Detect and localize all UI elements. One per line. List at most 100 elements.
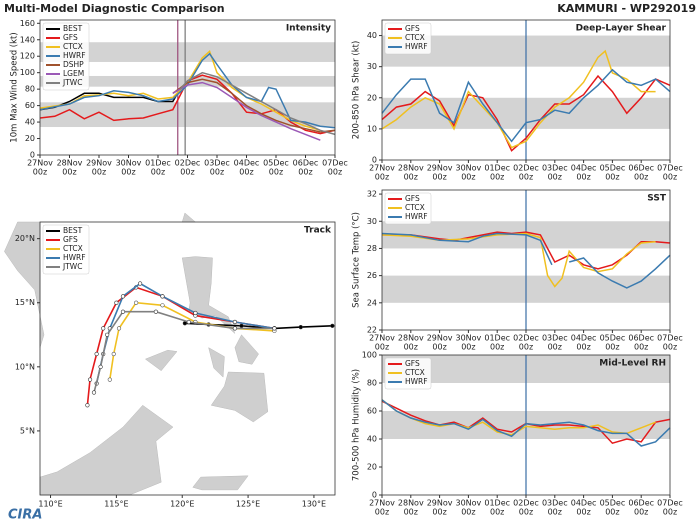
- panel-title: Deep-Layer Shear: [576, 24, 667, 34]
- track-point: [160, 294, 165, 299]
- x-tick-label: 00z: [328, 168, 342, 177]
- y-tick-label: 160: [20, 19, 35, 28]
- x-tick-label: 29Nov: [427, 164, 453, 173]
- legend-label: JTWC: [62, 78, 82, 87]
- series-line: [93, 310, 275, 393]
- y-tick-label: 20: [25, 134, 35, 143]
- series-line: [381, 68, 671, 143]
- y-tick-label: 28: [367, 244, 377, 253]
- track-point: [186, 319, 191, 325]
- x-tick-label: 30Nov: [456, 499, 482, 508]
- y-tick-label: 80: [367, 379, 377, 388]
- landmass: [181, 212, 197, 223]
- storm-name: KAMMURI - WP292019: [557, 2, 696, 15]
- x-tick-label: 00z: [490, 173, 504, 182]
- legend-label: BEST: [63, 226, 83, 235]
- y-tick-label: 10: [367, 124, 377, 133]
- legend-label: HWRF: [405, 42, 428, 51]
- legend-label: CTCX: [63, 42, 83, 51]
- x-tick-label: 00z: [375, 343, 389, 352]
- land: [4, 212, 269, 496]
- legend-label: DSHP: [63, 60, 84, 69]
- legend-label: GFS: [63, 33, 78, 42]
- y-tick-label: 80: [25, 85, 35, 94]
- track-point: [160, 303, 165, 308]
- x-tick-label: 00z: [605, 508, 619, 517]
- x-tick-label: 04Dec: [571, 164, 597, 173]
- track-point: [272, 326, 277, 331]
- y-tick-label: 20°N: [15, 234, 35, 243]
- legend-label: HWRF: [405, 212, 428, 221]
- x-tick-label: 04Dec: [571, 499, 597, 508]
- legend-label: GFS: [63, 235, 78, 244]
- x-tick-label: 29Nov: [427, 499, 453, 508]
- y-tick-label: 5°N: [20, 426, 35, 435]
- series-line: [172, 78, 336, 133]
- landmass: [208, 347, 225, 378]
- track-point: [298, 324, 303, 330]
- x-tick-label: 00z: [180, 168, 194, 177]
- x-tick-label: 00z: [663, 173, 677, 182]
- y-tick-label: 0: [372, 156, 377, 165]
- x-tick-label: 29Nov: [427, 334, 453, 343]
- x-tick-label: 00z: [210, 168, 224, 177]
- landmass: [4, 221, 45, 348]
- series-line: [381, 49, 656, 149]
- track-point: [94, 351, 99, 357]
- panel-title: Mid-Level RH: [599, 359, 666, 369]
- x-tick-label: 03Dec: [542, 164, 568, 173]
- x-tick-label: 00z: [432, 173, 446, 182]
- track-point: [153, 309, 158, 314]
- x-tick-label: 00z: [576, 508, 590, 517]
- x-tick-label: 00z: [519, 508, 533, 517]
- series-line: [381, 232, 656, 288]
- x-tick-label: 00z: [634, 343, 648, 352]
- legend-label: JTWC: [62, 262, 82, 271]
- x-tick-label: 03Dec: [542, 334, 568, 343]
- category-band: [40, 42, 335, 62]
- x-tick-label: 03Dec: [204, 159, 230, 168]
- logo: CIRA: [8, 508, 42, 523]
- x-tick-label: 00z: [404, 173, 418, 182]
- track-point: [116, 326, 122, 331]
- y-tick-label: 0: [372, 491, 377, 500]
- x-tick-label: 01Dec: [484, 164, 510, 173]
- y-tick-label: 60: [367, 407, 377, 416]
- legend-label: HWRF: [405, 377, 428, 386]
- x-tick-label: 00z: [490, 508, 504, 517]
- x-tick-label: 00z: [490, 343, 504, 352]
- x-tick-label: 00z: [519, 173, 533, 182]
- x-tick-label: 02Dec: [513, 164, 539, 173]
- legend-label: GFS: [405, 359, 420, 368]
- legend-label: GFS: [405, 194, 420, 203]
- x-tick-label: 30Nov: [456, 164, 482, 173]
- x-tick-label: 00z: [605, 173, 619, 182]
- track-point: [193, 310, 198, 316]
- x-tick-label: 00z: [548, 508, 562, 517]
- x-tick-label: 05Dec: [600, 164, 626, 173]
- category-band: [40, 102, 335, 128]
- x-tick-label: 00z: [121, 168, 135, 177]
- landmass: [210, 371, 269, 423]
- x-tick-label: 125°E: [236, 500, 260, 509]
- landmass: [144, 349, 178, 372]
- x-tick-label: 28Nov: [398, 499, 424, 508]
- track-point: [232, 326, 238, 331]
- panel-title: Intensity: [286, 24, 331, 34]
- x-tick-label: 00z: [404, 508, 418, 517]
- track-point: [98, 364, 103, 369]
- x-tick-label: 02Dec: [513, 499, 539, 508]
- x-tick-label: 00z: [576, 343, 590, 352]
- y-tick-label: 40: [367, 31, 377, 40]
- x-tick-label: 30Nov: [116, 159, 142, 168]
- series-line: [381, 399, 671, 447]
- x-tick-label: 28Nov: [398, 334, 424, 343]
- legend-label: HWRF: [63, 253, 86, 262]
- landmass: [192, 475, 249, 491]
- x-tick-label: 00z: [548, 173, 562, 182]
- legend-box: [42, 224, 90, 275]
- x-tick-label: 07Dec: [657, 334, 683, 343]
- track-point: [105, 332, 110, 337]
- y-tick-label: 30: [367, 217, 377, 226]
- series-line: [381, 74, 671, 152]
